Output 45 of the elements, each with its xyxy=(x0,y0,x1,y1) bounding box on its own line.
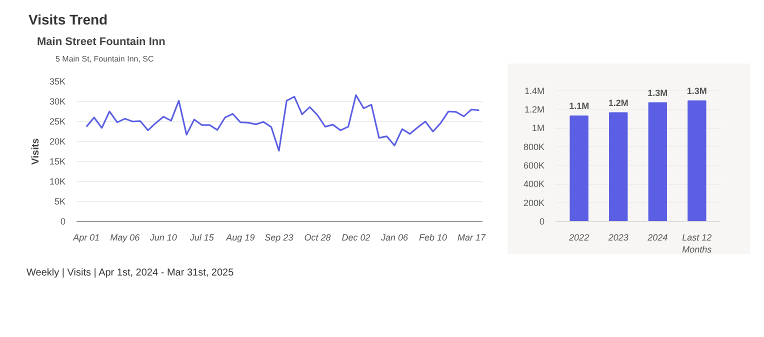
y-tick-label: 1.4M xyxy=(524,86,545,96)
x-tick-label: Jun 10 xyxy=(148,232,177,242)
data-label: 1.3M xyxy=(648,88,668,98)
x-tick-label: Dec 02 xyxy=(342,232,370,242)
x-tick-label: Apr 01 xyxy=(72,232,100,242)
bar xyxy=(570,116,588,222)
text: Main Street Fountain Inn xyxy=(37,36,166,48)
y-tick-label: 15K xyxy=(49,156,66,166)
data-label: 1.3M xyxy=(686,86,707,96)
y-tick-label: 200K xyxy=(523,198,545,208)
x-tick-label: Jan 06 xyxy=(380,232,408,242)
y-tick-label: 1.2M xyxy=(524,104,545,114)
x-tick-label: 2024 xyxy=(646,232,668,242)
chart-subtitle: 5 Main St, Fountain Inn, SC xyxy=(56,54,154,64)
line-series xyxy=(86,94,480,152)
x-tick-label: 2022 xyxy=(568,232,590,242)
y-tick-label: 35K xyxy=(49,76,66,86)
y-tick-label: 800K xyxy=(523,142,545,152)
text: Weekly | Visits | Apr 1st, 2024 - Mar 31st, 2025 xyxy=(26,268,234,278)
y-tick-label: 600K xyxy=(523,160,545,170)
x-tick-label: Jul 15 xyxy=(188,232,215,242)
data-label: 1.2M xyxy=(608,98,628,108)
x-tick-label: Last 12 Months xyxy=(682,232,712,254)
y-tick-label: 400K xyxy=(523,179,545,190)
y-tick-label: 5K xyxy=(54,196,66,206)
x-tick-label: Oct 28 xyxy=(304,232,331,242)
y-tick-label: 20K xyxy=(49,136,66,146)
data-label: 1.1M xyxy=(569,101,590,112)
y-tick-label: 30K xyxy=(49,96,66,106)
bar xyxy=(648,102,667,222)
y-tick-label: 1M xyxy=(532,123,545,134)
x-tick-label: Sep 23 xyxy=(264,232,294,242)
y-tick-label: 10K xyxy=(49,176,66,186)
x-tick-label: 2023 xyxy=(607,232,628,242)
bar xyxy=(688,100,706,222)
x-tick-label: May 06 xyxy=(110,232,140,242)
y-tick-label: 0 xyxy=(539,216,545,226)
chart-title: Visits Trend xyxy=(28,12,108,28)
y-tick-label: 25K xyxy=(49,116,66,126)
y-tick-label: 0 xyxy=(60,216,66,226)
bar xyxy=(609,112,628,222)
y-axis-title: Visits xyxy=(30,138,42,165)
x-tick-label: Feb 10 xyxy=(418,232,448,242)
x-tick-label: Mar 17 xyxy=(457,232,486,242)
x-tick-label: Aug 19 xyxy=(225,232,255,242)
